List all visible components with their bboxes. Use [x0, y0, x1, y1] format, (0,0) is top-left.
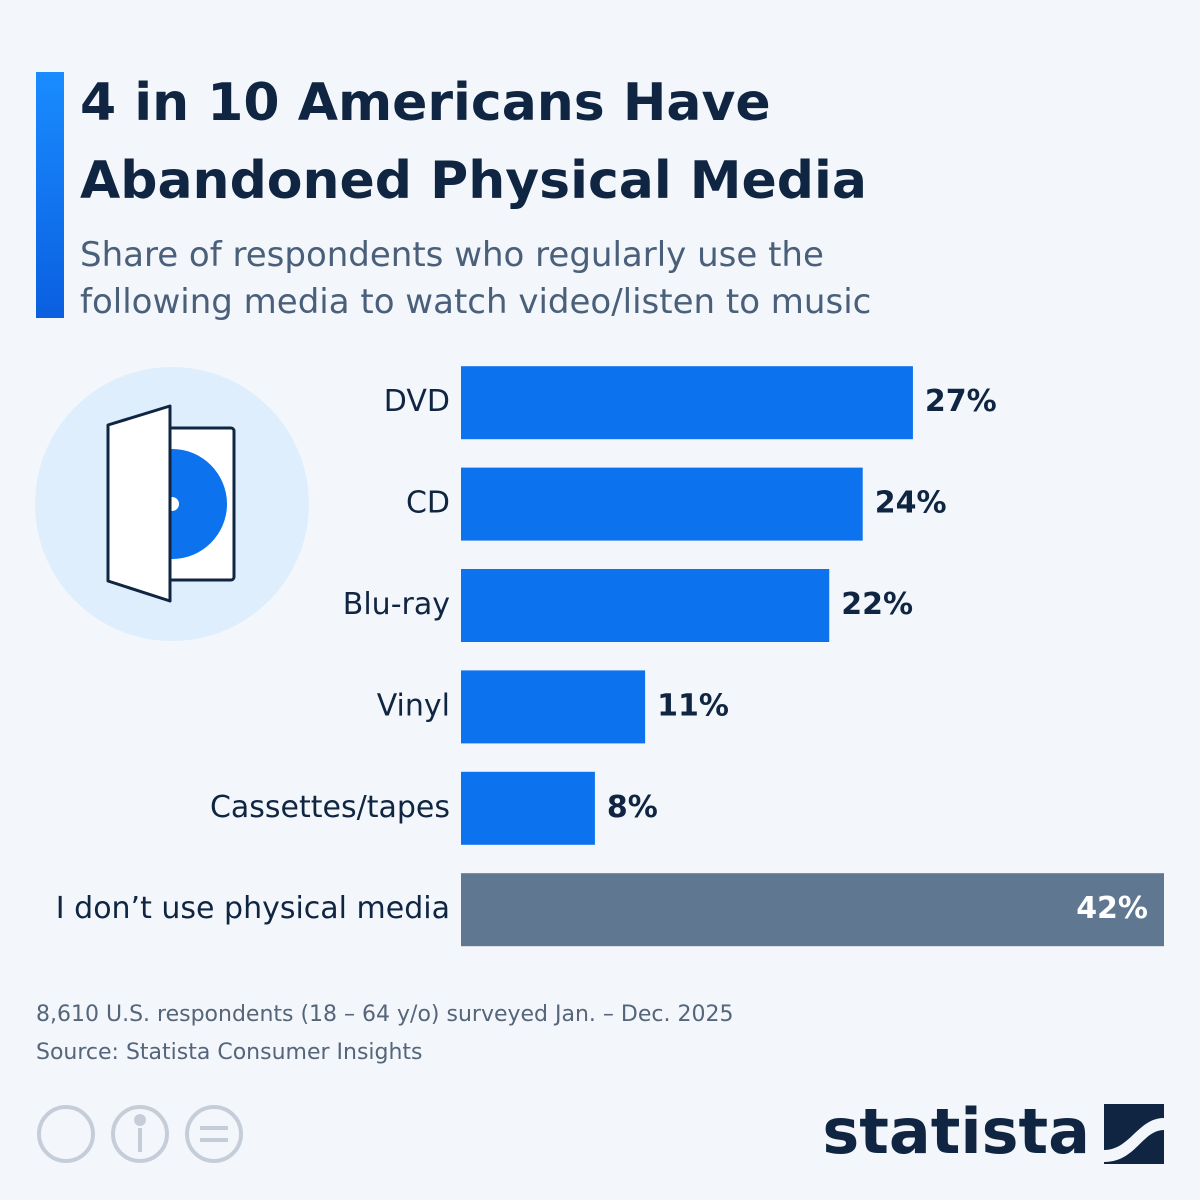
accent-bar [36, 72, 64, 318]
license-icons [37, 1105, 243, 1163]
value-label: 42% [1076, 891, 1148, 926]
value-label: 24% [875, 486, 947, 521]
category-label: I don’t use physical media [56, 891, 450, 926]
bar [461, 771, 595, 845]
value-label: 8% [607, 790, 658, 825]
value-label: 27% [925, 384, 997, 419]
value-label: 11% [657, 688, 729, 723]
category-label: DVD [384, 384, 450, 419]
bar [461, 467, 863, 541]
category-label: CD [406, 486, 450, 521]
bar [461, 873, 1164, 947]
chart-title: 4 in 10 Americans Have Abandoned Physica… [80, 73, 867, 211]
bar [461, 366, 913, 440]
brand-mark [1104, 1104, 1164, 1164]
category-label: Vinyl [377, 688, 450, 723]
bar [461, 670, 646, 744]
footnote: 8,610 U.S. respondents (18 – 64 y/o) sur… [36, 1002, 733, 1027]
category-label: Blu-ray [343, 587, 450, 622]
value-label: 22% [841, 587, 913, 622]
brand: statista [822, 1095, 1090, 1168]
bar [461, 569, 830, 642]
chart-subtitle: Share of respondents who regularly use t… [80, 235, 872, 322]
category-label: Cassettes/tapes [210, 790, 450, 825]
icon [35, 367, 309, 641]
source: Source: Statista Consumer Insights [36, 1040, 423, 1065]
